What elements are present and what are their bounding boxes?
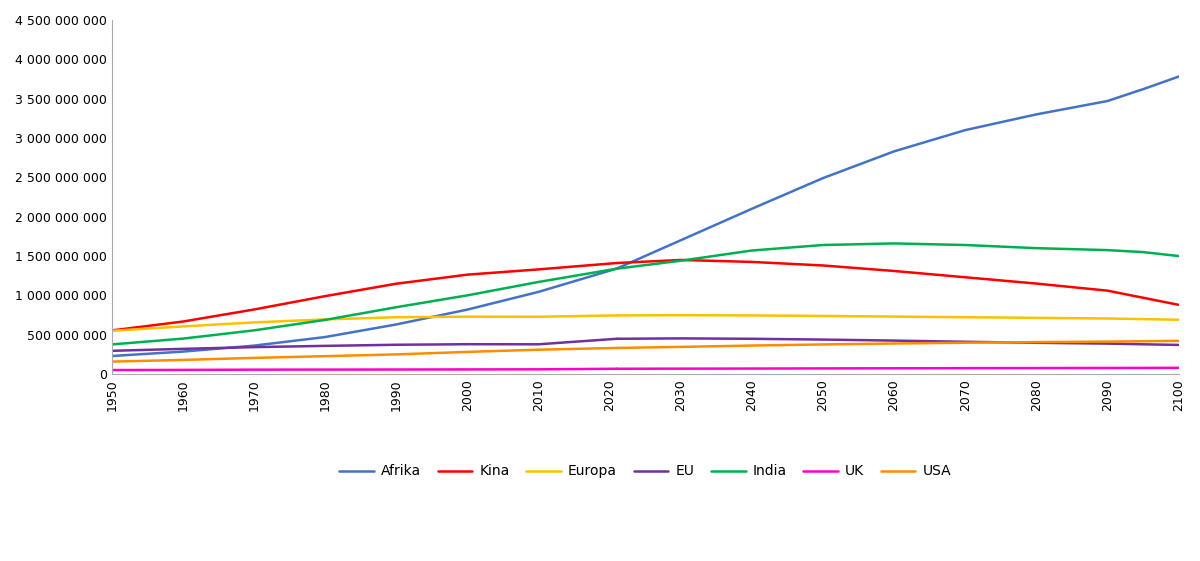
Kina — [389, 280, 403, 287]
EU — [389, 342, 403, 348]
USA — [460, 348, 474, 355]
USA — [175, 357, 190, 364]
Afrika — [175, 348, 190, 355]
Line: Kina: Kina — [112, 263, 617, 330]
Afrika — [389, 321, 403, 328]
Kina — [610, 260, 624, 266]
India — [318, 316, 332, 323]
UK — [247, 366, 262, 373]
Europa — [532, 314, 546, 320]
Kina — [175, 318, 190, 325]
Afrika — [318, 334, 332, 341]
Kina — [247, 306, 262, 313]
USA — [318, 353, 332, 360]
India — [389, 304, 403, 311]
EU — [610, 335, 624, 342]
Line: India: India — [112, 269, 617, 344]
Europa — [318, 316, 332, 323]
UK — [460, 366, 474, 373]
UK — [389, 366, 403, 373]
EU — [318, 343, 332, 350]
USA — [104, 358, 119, 365]
UK — [175, 366, 190, 373]
Line: EU: EU — [112, 339, 617, 351]
Kina — [532, 266, 546, 273]
India — [460, 292, 474, 298]
EU — [460, 341, 474, 348]
EU — [247, 344, 262, 351]
Europa — [610, 312, 624, 319]
Europa — [247, 319, 262, 326]
India — [610, 265, 624, 272]
UK — [104, 367, 119, 374]
EU — [104, 347, 119, 354]
UK — [532, 366, 546, 373]
Kina — [104, 327, 119, 334]
USA — [532, 346, 546, 353]
USA — [247, 355, 262, 361]
EU — [532, 341, 546, 348]
Afrika — [610, 265, 624, 272]
Legend: Afrika, Kina, Europa, EU, India, UK, USA: Afrika, Kina, Europa, EU, India, UK, USA — [334, 459, 956, 484]
Line: USA: USA — [112, 348, 617, 362]
India — [247, 327, 262, 334]
India — [104, 341, 119, 348]
India — [532, 279, 546, 286]
Afrika — [532, 288, 546, 295]
UK — [318, 366, 332, 373]
Line: Afrika: Afrika — [112, 269, 617, 356]
Afrika — [104, 353, 119, 360]
USA — [389, 351, 403, 358]
Europa — [460, 313, 474, 320]
Europa — [389, 314, 403, 320]
Line: Europa: Europa — [112, 315, 617, 331]
Kina — [318, 293, 332, 300]
Afrika — [460, 306, 474, 313]
EU — [175, 346, 190, 352]
UK — [610, 365, 624, 372]
USA — [610, 344, 624, 351]
Kina — [460, 272, 474, 278]
Europa — [104, 328, 119, 334]
Line: UK: UK — [112, 369, 617, 370]
Europa — [175, 323, 190, 330]
India — [175, 335, 190, 342]
Afrika — [247, 342, 262, 349]
